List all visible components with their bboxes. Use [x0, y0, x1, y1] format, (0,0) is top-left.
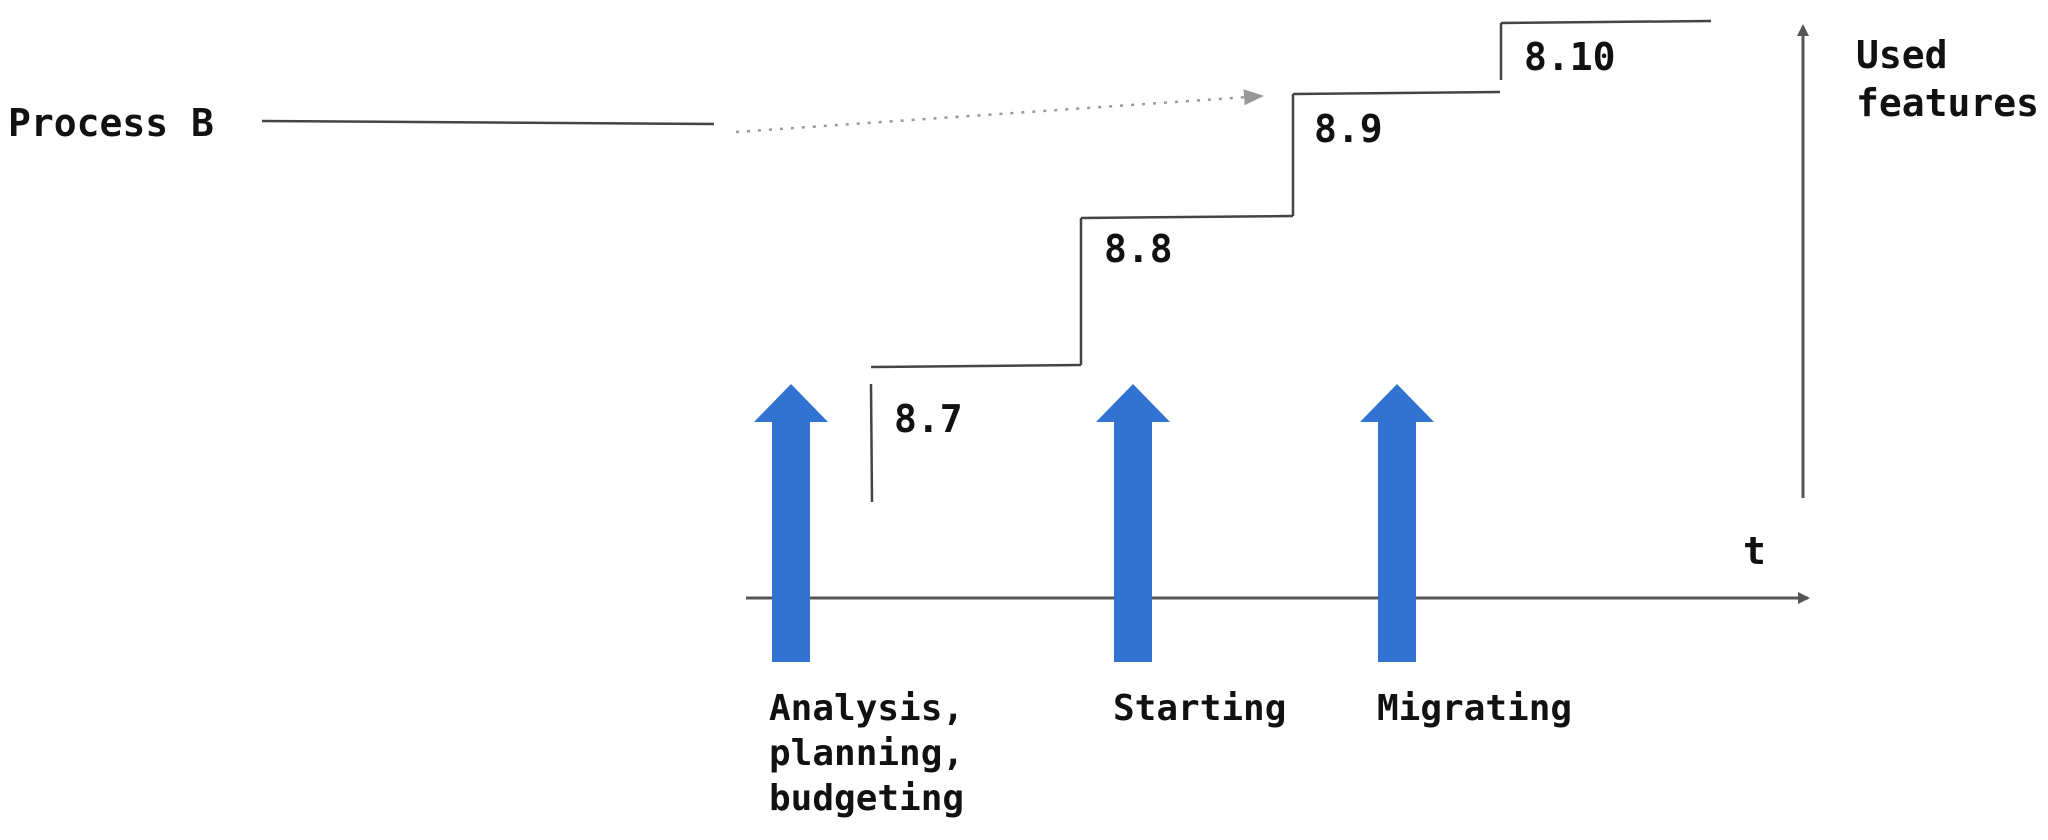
version-staircase: [869, 19, 1712, 503]
version-label-8-9: 8.9: [1314, 107, 1383, 151]
y-axis-label-line2: features: [1856, 81, 2039, 125]
process-dotted-arrow: [735, 89, 1264, 134]
analysis-phase-arrow-icon: [754, 384, 828, 662]
process-line: [261, 119, 715, 126]
analysis-phase-label-line2: planning,: [769, 733, 964, 774]
version-label-8-8: 8.8: [1104, 227, 1173, 271]
analysis-phase-label-line3: budgeting: [769, 778, 964, 819]
starting-phase-arrow-icon: [1096, 384, 1170, 662]
step-8-10-line: [1500, 19, 1712, 25]
analysis-phase-label-line1: Analysis,: [769, 688, 964, 729]
step-8-7-rise: [869, 383, 874, 503]
migrating-phase-label: Migrating: [1377, 688, 1572, 729]
process-label: Process B: [8, 101, 214, 145]
step-8-8-line: [1080, 214, 1294, 220]
migrating-phase-arrow-icon: [1360, 384, 1434, 662]
starting-phase-label: Starting: [1113, 688, 1286, 729]
step-8-7-line: [870, 363, 1082, 369]
y-axis-label-line1: Used: [1856, 33, 1948, 77]
version-label-8-10: 8.10: [1524, 35, 1616, 79]
time-axis-label: t: [1743, 529, 1766, 573]
step-8-9-line: [1292, 90, 1501, 96]
version-label-8-7: 8.7: [894, 397, 963, 441]
